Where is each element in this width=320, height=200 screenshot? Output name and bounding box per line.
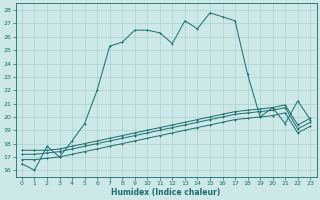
- X-axis label: Humidex (Indice chaleur): Humidex (Indice chaleur): [111, 188, 221, 197]
